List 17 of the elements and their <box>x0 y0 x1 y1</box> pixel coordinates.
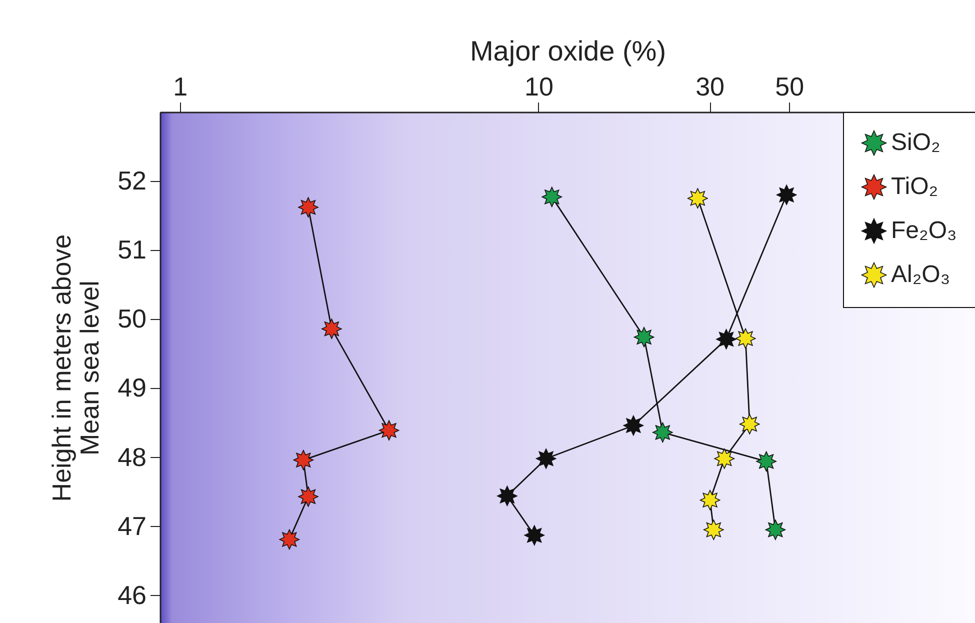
y-tick-label: 49 <box>118 372 146 403</box>
legend-label: SiO₂ <box>891 129 940 156</box>
x-tick-label: 30 <box>696 72 724 102</box>
x-axis-title: Major oxide (%) <box>470 36 666 66</box>
y-tick-label: 50 <box>118 304 146 334</box>
y-axis-title: Height in meters above Mean sea level <box>46 234 105 502</box>
y-tick-label: 52 <box>118 166 146 196</box>
legend-label: Al₂O₃ <box>891 261 950 288</box>
y-tick-label: 46 <box>118 580 146 610</box>
x-tick-label: 1 <box>173 72 188 102</box>
y-tick-label: 47 <box>118 510 146 541</box>
y-tick-label: 48 <box>118 442 146 472</box>
x-tick-label: 50 <box>775 72 804 102</box>
legend-label: Fe₂O₃ <box>891 217 957 244</box>
y-tick-label: 51 <box>118 234 146 265</box>
legend-label: TiO₂ <box>891 173 938 200</box>
x-tick-label: 10 <box>524 72 554 102</box>
